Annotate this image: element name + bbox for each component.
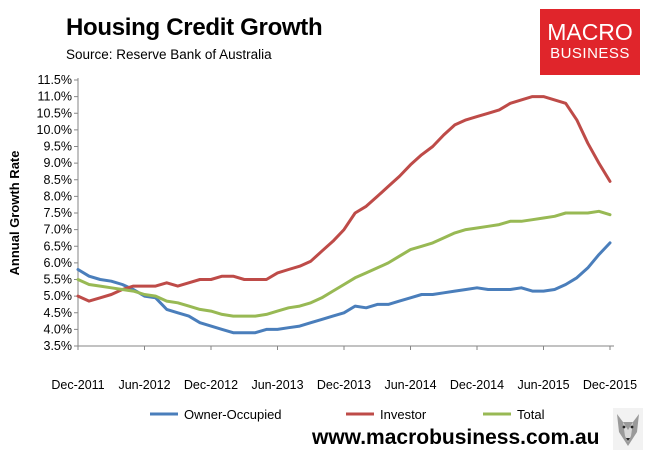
x-tick-label: Dec-2011 xyxy=(51,378,104,392)
y-tick-label: 7.5% xyxy=(44,206,73,220)
y-tick-label: 8.0% xyxy=(44,189,73,203)
y-tick-label: 10.5% xyxy=(37,106,72,120)
logo-line-1: MACRO xyxy=(547,19,633,45)
x-tick-label: Jun-2013 xyxy=(251,378,303,392)
x-tick-label: Jun-2012 xyxy=(118,378,170,392)
x-tick-label: Jun-2014 xyxy=(384,378,436,392)
y-tick-label: 3.5% xyxy=(44,339,73,353)
y-tick-label: 9.0% xyxy=(44,156,73,170)
y-tick-label: 5.5% xyxy=(44,273,73,287)
chart-source: Source: Reserve Bank of Australia xyxy=(66,47,272,62)
y-tick-label: 11.5% xyxy=(37,73,72,87)
legend-label-total: Total xyxy=(517,407,545,422)
x-tick-label: Dec-2013 xyxy=(317,378,371,392)
y-axis-title: Annual Growth Rate xyxy=(7,151,22,276)
chart-title: Housing Credit Growth xyxy=(66,14,323,41)
y-tick-label: 4.0% xyxy=(44,322,73,336)
x-tick-label: Dec-2015 xyxy=(583,378,637,392)
y-tick-label: 8.5% xyxy=(44,173,73,187)
series-line-owner-occupied xyxy=(76,241,612,335)
x-tick-label: Dec-2014 xyxy=(450,378,504,392)
series-line-investor xyxy=(76,95,612,303)
y-tick-label: 5.0% xyxy=(44,289,73,303)
y-tick-label: 6.0% xyxy=(44,256,73,270)
y-tick-label: 9.5% xyxy=(44,140,73,154)
y-tick-label: 11.0% xyxy=(37,90,72,104)
logo-line-2: BUSINESS xyxy=(550,45,630,62)
legend-label-investor: Investor xyxy=(380,407,427,422)
y-tick-label: 7.0% xyxy=(44,223,73,237)
legend-label-owner-occupied: Owner-Occupied xyxy=(184,407,282,422)
y-tick-label: 4.5% xyxy=(44,306,73,320)
wolf-icon xyxy=(613,408,643,450)
footer-url[interactable]: www.macrobusiness.com.au xyxy=(312,426,600,449)
series-line-total xyxy=(76,209,612,318)
y-tick-label: 6.5% xyxy=(44,239,73,253)
y-tick-label: 10.0% xyxy=(37,123,72,137)
x-tick-label: Jun-2015 xyxy=(517,378,569,392)
x-tick-label: Dec-2012 xyxy=(184,378,238,392)
macrobusiness-logo[interactable]: MACRO BUSINESS xyxy=(540,9,640,75)
